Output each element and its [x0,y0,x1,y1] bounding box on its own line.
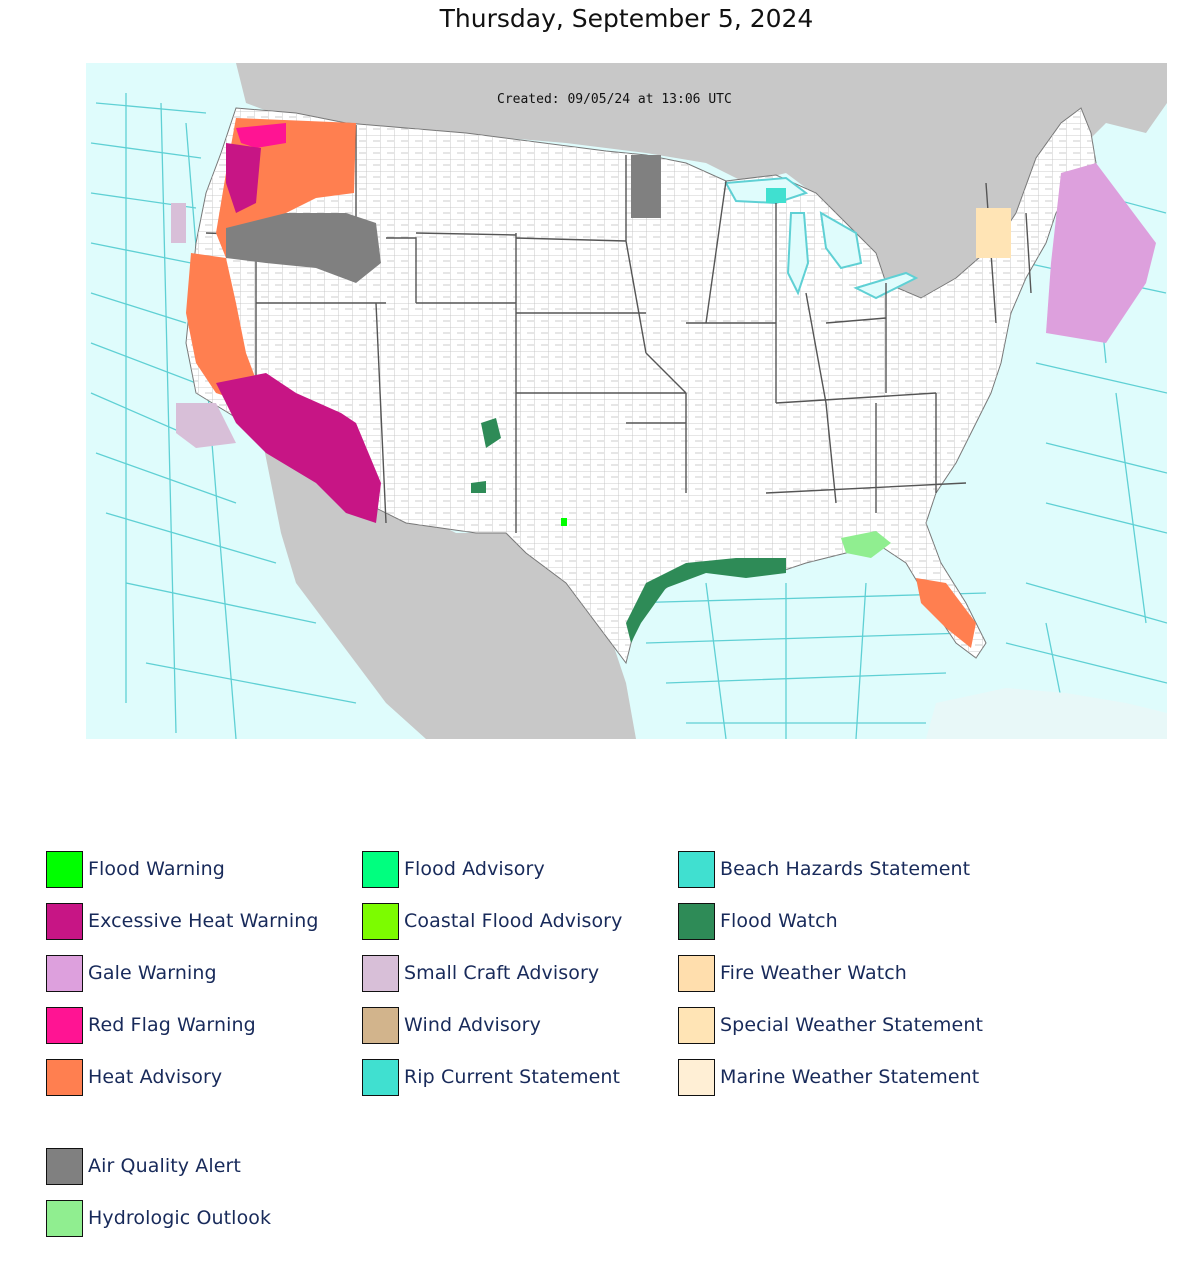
legend-swatch [678,902,715,940]
air-quality-alert[interactable] [226,213,381,283]
legend-label: Flood Watch [720,910,838,932]
legend-item: Fire Weather Watch [678,953,907,993]
lake-huron [819,211,863,270]
legend-label: Air Quality Alert [88,1155,241,1177]
legend-item: Red Flag Warning [46,1005,256,1045]
hydrologic-outlook-fl[interactable] [841,531,891,558]
legend-swatch [362,902,399,940]
legend-label: Excessive Heat Warning [88,910,319,932]
legend-swatch [46,1199,83,1237]
legend-label: Flood Warning [88,858,225,880]
legend-item: Excessive Heat Warning [46,901,319,941]
legend-swatch [46,1147,83,1185]
red-flag-warning-wa[interactable] [236,123,286,148]
flood-watch-nm-south[interactable] [471,481,486,493]
legend-label: Small Craft Advisory [404,962,600,984]
legend-swatch [678,1058,715,1096]
legend-label: Fire Weather Watch [720,962,907,984]
legend-swatch [362,850,399,888]
county-grid [186,108,1096,663]
beach-hazards-statement[interactable] [766,188,786,203]
legend-label: Hydrologic Outlook [88,1207,272,1229]
gale-warning-ne[interactable] [1046,163,1156,343]
legend-item: Hydrologic Outlook [46,1198,271,1238]
legend-label: Heat Advisory [88,1066,223,1088]
heat-advisory-fl[interactable] [916,578,976,648]
legend-swatch [46,902,83,940]
legend-item: Air Quality Alert [46,1146,241,1186]
hazards-map[interactable]: Created: 09/05/24 at 13:06 UTC [86,63,1167,739]
caribbean [926,688,1167,739]
legend-swatch [362,954,399,992]
legend-swatch [46,954,83,992]
legend-item: Flood Advisory [362,849,545,889]
created-timestamp: Created: 09/05/24 at 13:06 UTC [497,92,732,107]
excessive-heat-warning-wa[interactable] [226,143,261,213]
legend-item: Beach Hazards Statement [678,849,970,889]
excessive-heat-warning-sw[interactable] [216,373,381,523]
legend-swatch [678,954,715,992]
legend-swatch [46,1058,83,1096]
marine-zones [90,93,1167,739]
small-craft-advisory-or[interactable] [171,203,186,243]
legend-item: Heat Advisory [46,1057,222,1097]
legend-swatch [678,850,715,888]
legend-swatch [46,1006,83,1044]
legend-label: Gale Warning [88,962,217,984]
legend-item: Wind Advisory [362,1005,541,1045]
canada [236,63,1167,303]
heat-advisory-ca[interactable] [186,253,261,403]
map-svg [86,63,1167,739]
legend-item: Coastal Flood Advisory [362,901,622,941]
flood-watch-gulf[interactable] [626,558,786,643]
legend-swatch [46,850,83,888]
legend-item: Rip Current Statement [362,1057,620,1097]
legend-item: Marine Weather Statement [678,1057,979,1097]
legend-swatch [678,1006,715,1044]
legend-item: Special Weather Statement [678,1005,983,1045]
legend-item: Small Craft Advisory [362,953,599,993]
legend-item: Flood Watch [678,901,838,941]
legend-label: Flood Advisory [404,858,545,880]
lake-michigan [786,212,810,296]
flood-watch-nm[interactable] [481,418,501,448]
legend-label: Beach Hazards Statement [720,858,971,880]
air-quality-alert-mn[interactable] [631,155,661,218]
legend-item: Flood Warning [46,849,225,889]
legend-swatch [362,1006,399,1044]
legend-label: Marine Weather Statement [720,1066,980,1088]
special-weather-statement-ny[interactable] [976,208,1011,258]
small-craft-advisory-ca[interactable] [176,403,236,448]
legend-label: Coastal Flood Advisory [404,910,623,932]
flood-warning-tx[interactable] [561,518,567,526]
legend-label: Rip Current Statement [404,1066,621,1088]
legend-label: Special Weather Statement [720,1014,984,1036]
legend-label: Wind Advisory [404,1014,541,1036]
page-title: Thursday, September 5, 2024 [439,4,814,33]
legend-swatch [362,1058,399,1096]
legend-item: Gale Warning [46,953,217,993]
legend-label: Red Flag Warning [88,1014,256,1036]
